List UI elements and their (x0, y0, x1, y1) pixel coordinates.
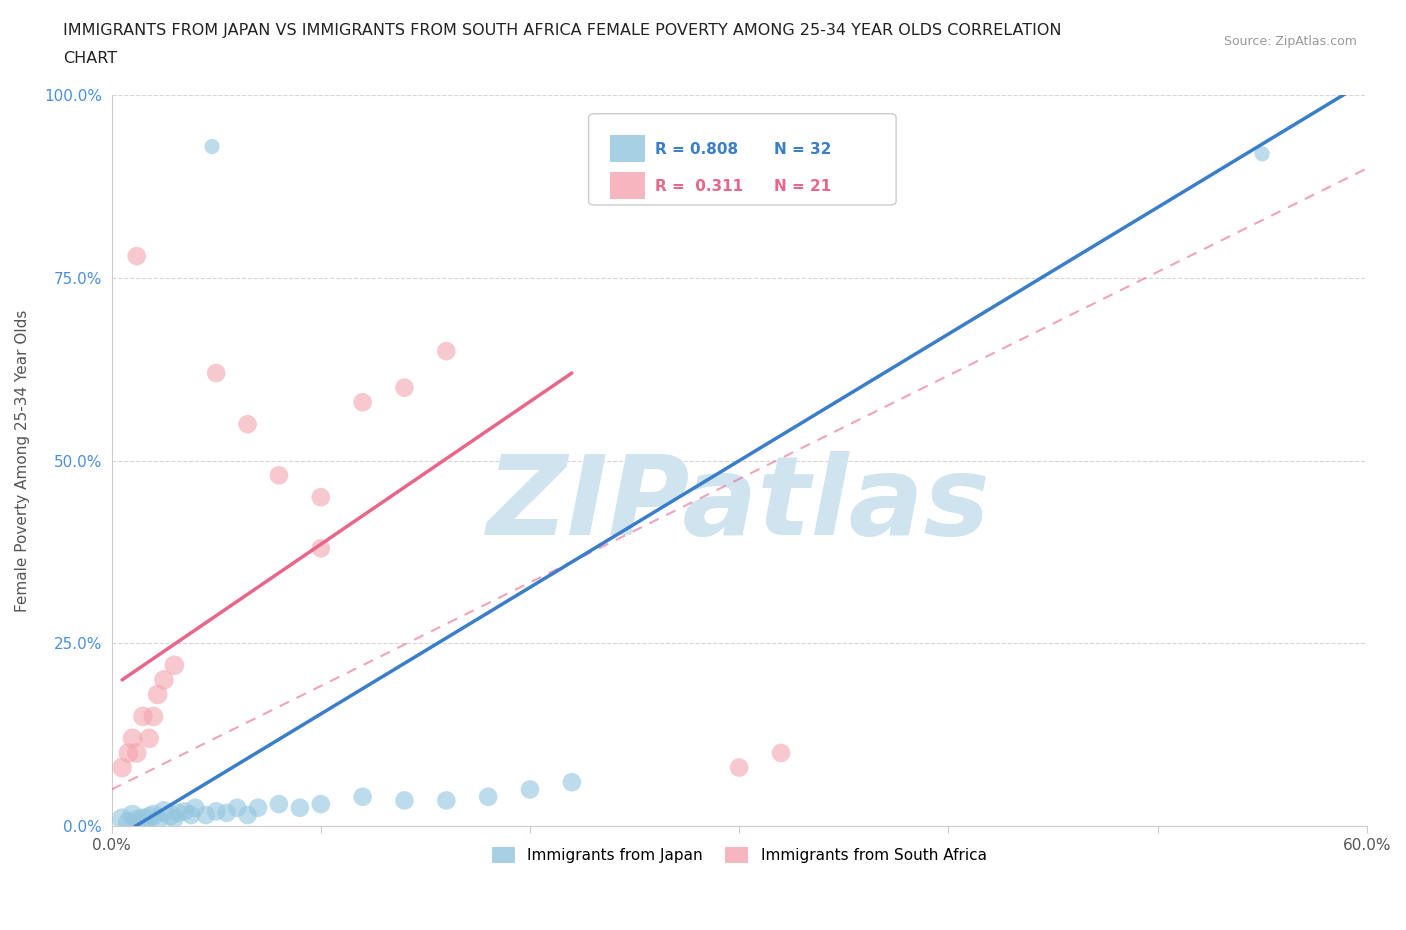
Bar (610, 172, 645, 199)
Point (125, 248, 148, 263)
Text: ZIPatlas: ZIPatlas (488, 451, 991, 558)
Point (121, 731, 143, 746)
Point (267, 797, 290, 812)
Point (1251, 146, 1274, 161)
Point (184, 801, 207, 816)
Point (142, 807, 165, 822)
Point (201, 140, 224, 154)
Point (111, 811, 134, 826)
FancyBboxPatch shape (589, 113, 896, 205)
Point (167, 805, 190, 820)
Point (146, 813, 169, 828)
Point (434, 793, 457, 808)
Text: N = 32: N = 32 (775, 141, 832, 157)
Point (153, 672, 176, 687)
Point (352, 395, 374, 410)
Point (180, 807, 202, 822)
Point (142, 709, 165, 724)
Point (138, 810, 160, 825)
Point (159, 807, 181, 822)
Point (163, 658, 186, 672)
Point (215, 805, 238, 820)
Point (728, 760, 751, 775)
Point (267, 468, 290, 483)
Point (309, 541, 332, 556)
Text: Source: ZipAtlas.com: Source: ZipAtlas.com (1223, 35, 1357, 48)
Point (477, 790, 499, 804)
Point (121, 807, 143, 822)
Point (132, 709, 155, 724)
Point (226, 801, 249, 816)
Point (125, 746, 148, 761)
Text: N = 21: N = 21 (775, 179, 831, 193)
Text: IMMIGRANTS FROM JAPAN VS IMMIGRANTS FROM SOUTH AFRICA FEMALE POVERTY AMONG 25-34: IMMIGRANTS FROM JAPAN VS IMMIGRANTS FROM… (63, 23, 1062, 38)
Point (288, 801, 311, 816)
Point (194, 807, 217, 822)
Point (309, 490, 332, 505)
Text: R =  0.311: R = 0.311 (655, 179, 744, 193)
Point (173, 804, 195, 818)
Text: CHART: CHART (63, 51, 117, 66)
Point (352, 790, 374, 804)
Point (111, 760, 134, 775)
Point (561, 775, 583, 790)
Point (153, 804, 176, 818)
Point (132, 811, 155, 826)
Point (394, 793, 416, 808)
Point (146, 687, 169, 702)
Point (117, 746, 139, 761)
Point (247, 801, 270, 816)
Point (769, 746, 792, 761)
Point (519, 782, 541, 797)
Bar (610, 135, 645, 163)
Point (236, 417, 259, 432)
Point (434, 344, 457, 359)
Point (163, 811, 186, 826)
Point (205, 804, 228, 818)
Point (117, 815, 139, 830)
Point (205, 365, 228, 380)
Text: R = 0.808: R = 0.808 (655, 141, 738, 157)
Point (125, 813, 148, 828)
Legend: Immigrants from Japan, Immigrants from South Africa: Immigrants from Japan, Immigrants from S… (485, 842, 993, 870)
Point (138, 731, 160, 746)
Y-axis label: Female Poverty Among 25-34 Year Olds: Female Poverty Among 25-34 Year Olds (15, 310, 30, 612)
Point (394, 380, 416, 395)
Point (309, 797, 332, 812)
Point (236, 807, 259, 822)
